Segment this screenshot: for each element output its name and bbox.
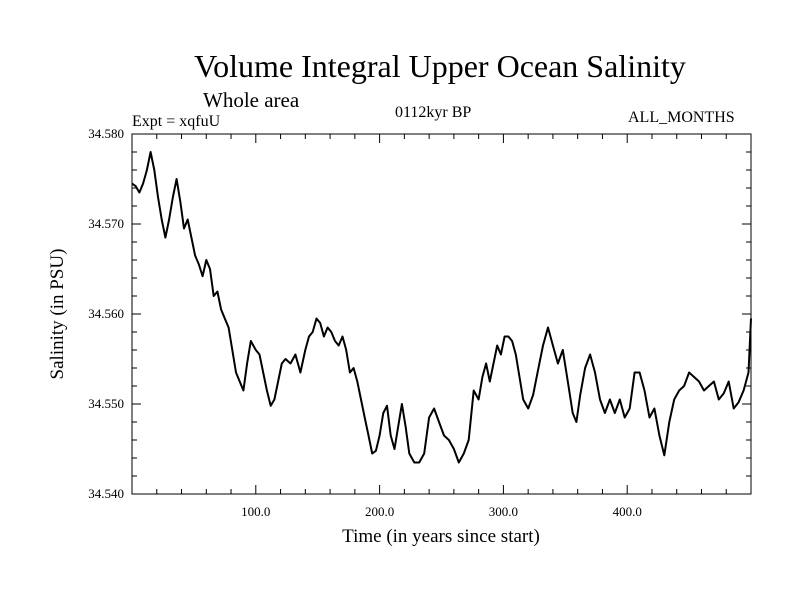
x-tick-label: 300.0: [489, 504, 518, 519]
chart-subtitle: Whole area: [203, 88, 300, 112]
y-tick-label: 34.570: [88, 216, 124, 231]
y-tick-label: 34.540: [88, 486, 124, 501]
experiment-label: Expt = xqfuU: [132, 113, 221, 130]
salinity-series-line: [131, 151, 752, 464]
y-axis-label: Salinity (in PSU): [47, 249, 68, 380]
y-tick-label: 34.550: [88, 396, 124, 411]
tick-labels: 100.0 200.0 300.0 400.0 34.540 34.550 34.560 34…: [88, 126, 642, 519]
plot-frame: [131, 133, 752, 495]
x-axis-label: Time (in years since start): [342, 526, 540, 547]
y-tick-label: 34.580: [88, 126, 124, 141]
chart-title: Volume Integral Upper Ocean Salinity: [194, 48, 686, 84]
months-label: ALL_MONTHS: [628, 109, 735, 126]
y-tick-label: 34.560: [88, 306, 124, 321]
period-label: 0112kyr BP: [395, 104, 472, 121]
x-tick-label: 200.0: [365, 504, 394, 519]
x-tick-label: 400.0: [613, 504, 642, 519]
x-tick-label: 100.0: [241, 504, 270, 519]
tick-marks: [132, 134, 751, 494]
